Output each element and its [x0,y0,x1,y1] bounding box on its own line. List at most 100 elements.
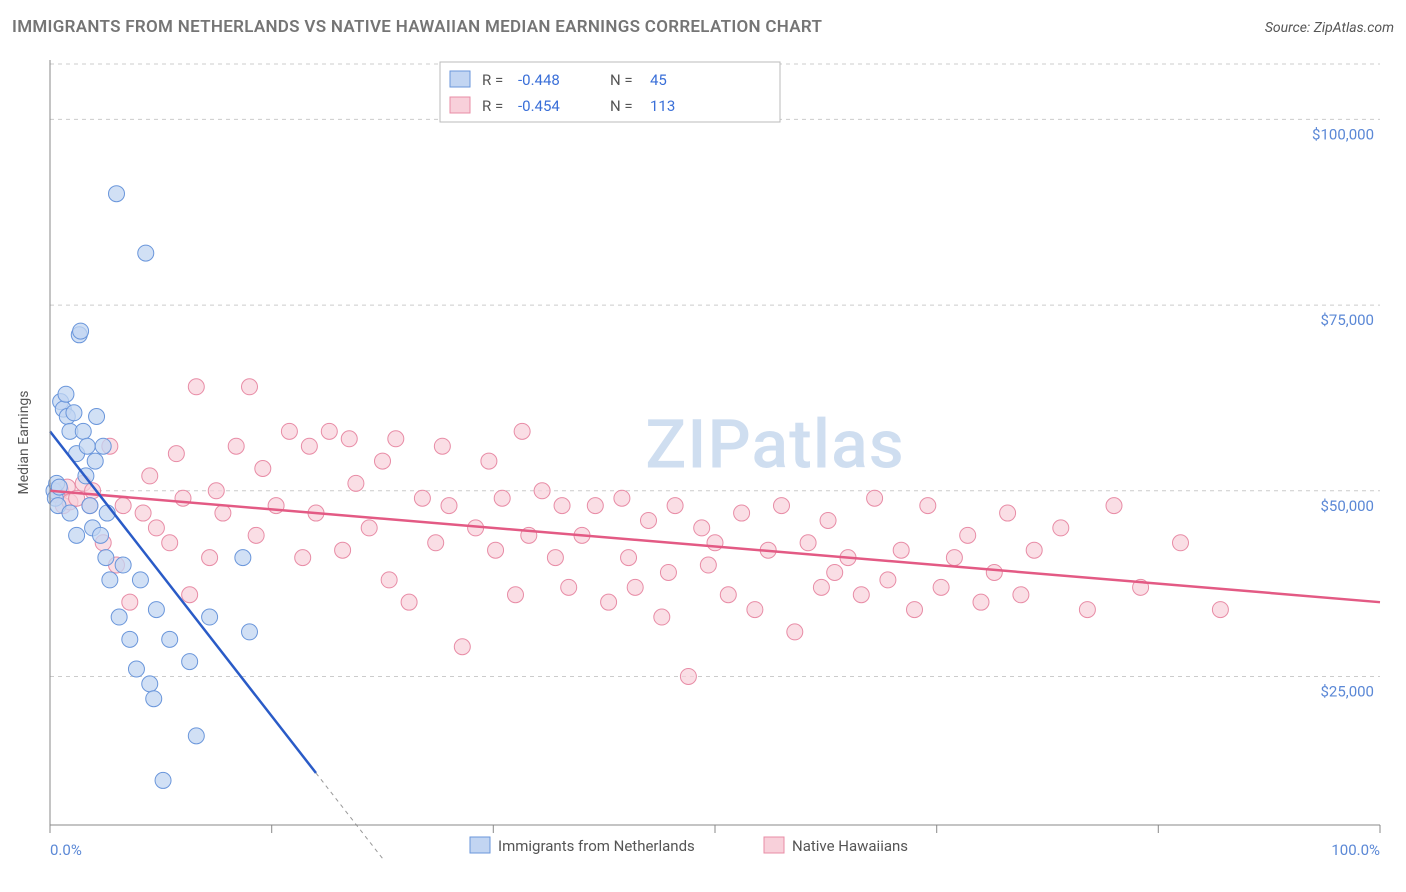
data-point [182,587,198,603]
data-point [587,498,603,514]
source-label: Source: ZipAtlas.com [1265,20,1394,36]
legend-r-label: R = [482,71,503,89]
data-point [132,572,148,588]
data-point [79,438,95,454]
data-point [375,453,391,469]
data-point [960,527,976,543]
data-point [1212,602,1228,618]
data-point [73,323,89,339]
data-point [188,379,204,395]
x-tick-label-left: 0.0% [50,841,82,859]
data-point [102,572,118,588]
data-point [774,498,790,514]
data-point [115,557,131,573]
data-point [122,594,138,610]
data-point [1013,587,1029,603]
data-point [734,505,750,521]
data-point [162,535,178,551]
data-point [381,572,397,588]
data-point [142,676,158,692]
legend-r-label: R = [482,97,503,115]
data-point [295,550,311,566]
data-point [627,579,643,595]
data-point [680,668,696,684]
data-point [1079,602,1095,618]
data-point [707,535,723,551]
data-point [182,654,198,670]
legend-r-value: -0.448 [518,71,560,89]
data-point [208,483,224,499]
data-point [82,498,98,514]
data-point [694,520,710,536]
data-point [87,453,103,469]
data-point [1053,520,1069,536]
data-point [561,579,577,595]
data-point [488,542,504,558]
data-point [667,498,683,514]
data-point [142,468,158,484]
data-point [907,602,923,618]
data-point [215,505,231,521]
data-point [242,624,258,640]
data-point [554,498,570,514]
correlation-chart: IMMIGRANTS FROM NETHERLANDS VS NATIVE HA… [0,0,1406,892]
data-point [248,527,264,543]
data-point [933,579,949,595]
legend-series-label: Immigrants from Netherlands [498,837,695,855]
trend-line-immigrants-netherlands-ext [316,773,383,858]
data-point [62,505,78,521]
data-point [787,624,803,640]
legend-n-label: N = [610,97,633,115]
y-tick-label: $50,000 [1320,497,1374,515]
data-point [335,542,351,558]
data-point [89,409,105,425]
trend-line-immigrants-netherlands [50,431,316,773]
data-point [138,245,154,261]
data-point [321,423,337,439]
chart-title: IMMIGRANTS FROM NETHERLANDS VS NATIVE HA… [12,17,822,37]
data-point [434,438,450,454]
legend-swatch [450,97,470,113]
data-point [1173,535,1189,551]
data-point [115,498,131,514]
data-point [481,453,497,469]
watermark: ZIPatlas [645,405,905,485]
data-point [168,446,184,462]
legend-r-value: -0.454 [518,97,560,115]
data-point [893,542,909,558]
series-native-hawaiians [49,379,1229,685]
legend-n-value: 45 [650,71,667,89]
data-point [853,587,869,603]
data-point [175,490,191,506]
data-point [148,520,164,536]
data-point [813,579,829,595]
data-point [601,594,617,610]
data-point [827,564,843,580]
legend-swatch [470,837,490,853]
data-point [534,483,550,499]
data-point [361,520,377,536]
data-point [162,631,178,647]
data-point [109,186,125,202]
data-point [93,527,109,543]
data-point [973,594,989,610]
data-point [920,498,936,514]
data-point [235,550,251,566]
data-point [348,475,364,491]
data-point [388,431,404,447]
x-tick-label-right: 100.0% [1331,841,1380,859]
data-point [66,405,82,421]
data-point [641,512,657,528]
data-point [720,587,736,603]
data-point [242,379,258,395]
data-point [508,587,524,603]
data-point [614,490,630,506]
legend-swatch [764,837,784,853]
data-point [98,550,114,566]
data-point [146,691,162,707]
data-point [700,557,716,573]
data-point [986,564,1002,580]
data-point [111,609,127,625]
data-point [75,423,91,439]
data-point [155,772,171,788]
